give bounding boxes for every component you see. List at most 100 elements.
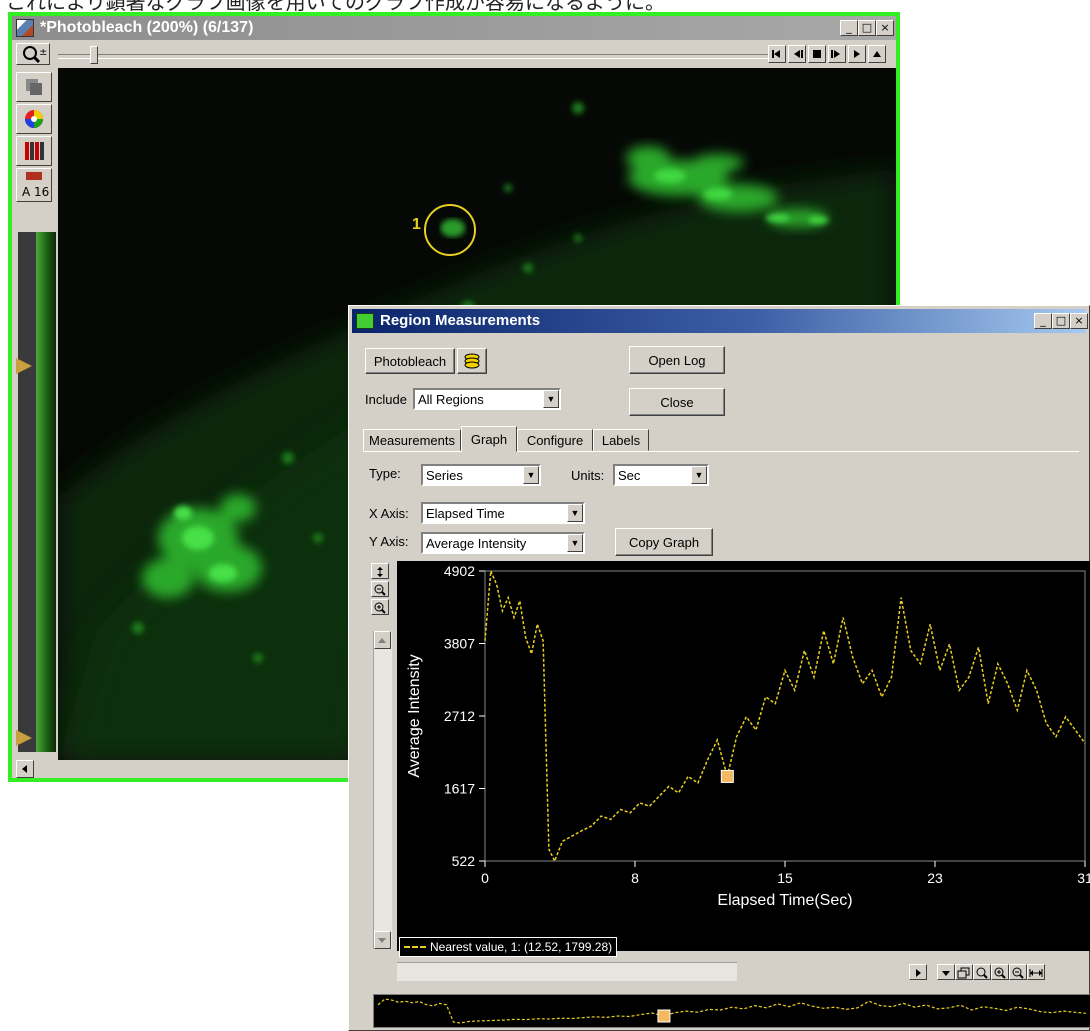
close-region-button[interactable]: Close: [629, 388, 725, 416]
photobleach-button[interactable]: Photobleach: [365, 348, 455, 374]
zoom-in-horizontal-button[interactable]: [991, 964, 1009, 980]
include-select[interactable]: All Regions ▼: [413, 388, 561, 410]
y-tick-label: 522: [452, 853, 476, 869]
color-button[interactable]: [16, 104, 52, 134]
units-select[interactable]: Sec ▼: [613, 464, 709, 486]
roi-label: 1: [412, 216, 421, 233]
maximize-button[interactable]: □: [858, 20, 876, 36]
x-tick-label: 23: [927, 870, 943, 886]
units-label: Units:: [571, 468, 605, 483]
include-value: All Regions: [418, 392, 484, 407]
units-dropdown-arrow[interactable]: ▼: [691, 466, 707, 484]
lut-max-handle[interactable]: [16, 358, 32, 374]
lut-button[interactable]: [16, 136, 52, 166]
intensity-chart: 4902 3807 2712 1617 522 0 8 15 23 31 Elapsed Time(…: [406, 563, 1090, 909]
units-value: Sec: [618, 468, 641, 483]
photobleach-titlebar[interactable]: *Photobleach (200%) (6/137) _ □ ×: [12, 16, 896, 40]
y-tick-label: 3807: [444, 636, 475, 652]
y-tick-label: 1617: [444, 781, 475, 797]
lut-bar-green: [36, 232, 56, 752]
tab-graph[interactable]: Graph: [461, 426, 517, 452]
layers-button[interactable]: [457, 348, 487, 374]
x-tick-label: 0: [481, 870, 489, 886]
playback-controls: [768, 45, 886, 63]
minimize-button[interactable]: _: [840, 20, 858, 36]
frame-slider-track[interactable]: [58, 54, 772, 59]
y-axis-label: Y Axis:: [369, 534, 409, 549]
frame-slider-thumb[interactable]: [90, 46, 98, 64]
step-back-button[interactable]: [788, 45, 806, 63]
dropdown-menu-button[interactable]: [937, 964, 955, 980]
lut-bar-dark: [18, 232, 36, 752]
lut-icon: [25, 142, 44, 160]
zoom-out-horizontal-button[interactable]: [1009, 964, 1027, 980]
scroll-left-button[interactable]: [16, 760, 34, 778]
tab-configure[interactable]: Configure: [517, 429, 593, 451]
type-value: Series: [426, 468, 463, 483]
region-maximize-button[interactable]: □: [1052, 313, 1070, 329]
graph-area: 4902 3807 2712 1617 522 0 8 15 23 31 Elapsed Time(…: [369, 561, 1090, 957]
fit-horizontal-button[interactable]: [1027, 964, 1045, 980]
scroll-up-button[interactable]: [868, 45, 886, 63]
graph-scroll-up-button[interactable]: [374, 631, 391, 649]
svg-text:±: ±: [39, 47, 47, 58]
restore-view-button[interactable]: [955, 964, 973, 980]
overview-marker: [657, 1009, 671, 1023]
photobleach-title: *Photobleach (200%) (6/137): [40, 19, 254, 36]
x-axis-label: X Axis:: [369, 506, 409, 521]
close-button[interactable]: ×: [876, 20, 894, 36]
photobleach-toolbar: ±: [12, 40, 896, 68]
zoom-button[interactable]: [973, 964, 991, 980]
lut-min-handle[interactable]: [16, 730, 32, 746]
x-axis-dropdown-arrow[interactable]: ▼: [567, 504, 583, 522]
a16-icon: A 16: [22, 172, 49, 199]
plot-frame: [484, 570, 1086, 862]
zoom-in-button[interactable]: ±: [16, 43, 50, 65]
step-forward-button[interactable]: [828, 45, 846, 63]
y-axis-value: Average Intensity: [426, 536, 527, 551]
y-tick-label: 4902: [444, 563, 475, 579]
play-button[interactable]: [848, 45, 866, 63]
y-axis-select[interactable]: Average Intensity ▼: [421, 532, 585, 554]
copy-tool-button[interactable]: [16, 72, 52, 102]
x-tick-label: 31: [1077, 870, 1090, 886]
type-select[interactable]: Series ▼: [421, 464, 541, 486]
a16-label: A 16: [22, 185, 49, 199]
region-close-button[interactable]: ×: [1070, 313, 1088, 329]
region-minimize-button[interactable]: _: [1034, 313, 1052, 329]
copy-graph-button[interactable]: Copy Graph: [615, 528, 713, 556]
roi-circle[interactable]: [424, 204, 476, 256]
tab-labels[interactable]: Labels: [593, 429, 649, 451]
intensity-plot[interactable]: 4902 3807 2712 1617 522 0 8 15 23 31 Elapsed Time(…: [397, 561, 1090, 951]
y-axis-dropdown-arrow[interactable]: ▼: [567, 534, 583, 552]
tab-measurements[interactable]: Measurements: [363, 429, 461, 451]
region-window-icon: [356, 313, 374, 329]
zoom-out-h-icon: [1012, 967, 1024, 979]
type-label: Type:: [369, 466, 401, 481]
overview-strip[interactable]: [373, 994, 1090, 1028]
stop-button[interactable]: [808, 45, 826, 63]
zoom-out-vertical-button[interactable]: [371, 581, 389, 597]
fit-vertical-button[interactable]: [371, 563, 389, 579]
first-frame-button[interactable]: [768, 45, 786, 63]
photobleach-side-toolbar: A 16: [12, 68, 58, 760]
x-axis-value: Elapsed Time: [426, 506, 505, 521]
magnifier-plus-icon: ±: [23, 46, 47, 64]
tab-panel-border: [363, 451, 1079, 452]
zoom-in-vertical-button[interactable]: [371, 599, 389, 615]
magnifier-icon: [976, 967, 988, 979]
include-dropdown-arrow[interactable]: ▼: [543, 390, 559, 408]
type-dropdown-arrow[interactable]: ▼: [523, 466, 539, 484]
zoom-in-h-icon: [994, 967, 1006, 979]
graph-hscroll[interactable]: [397, 962, 737, 981]
region-measurements-titlebar[interactable]: Region Measurements _ □ ×: [352, 309, 1088, 333]
zoom-in-icon: [374, 602, 386, 614]
graph-vscroll[interactable]: [373, 631, 392, 949]
graph-scroll-right-button[interactable]: [909, 964, 927, 980]
x-axis-select[interactable]: Elapsed Time ▼: [421, 502, 585, 524]
graph-scroll-down-button[interactable]: [374, 931, 391, 949]
app-icon: [16, 19, 34, 37]
open-log-button[interactable]: Open Log: [629, 346, 725, 374]
overview-chart: [377, 998, 1087, 1024]
scale-button[interactable]: A 16: [16, 168, 52, 202]
